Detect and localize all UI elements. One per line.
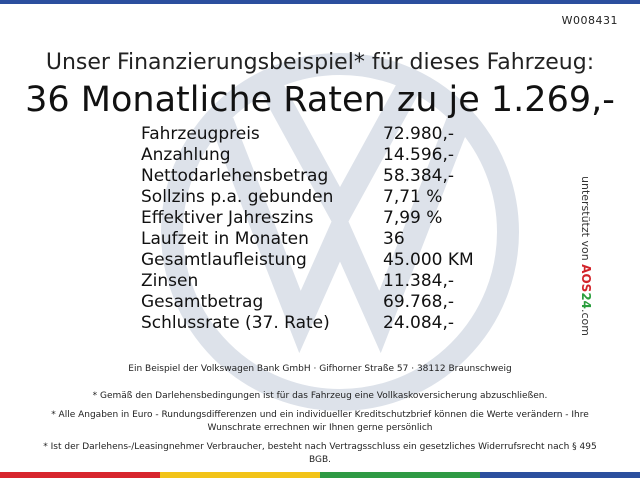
stripe-segment bbox=[160, 472, 320, 478]
table-row: Anzahlung 14.596,- bbox=[141, 145, 481, 166]
row-label: Gesamtbetrag bbox=[141, 292, 264, 312]
sponsor-logo-part: 24 bbox=[579, 292, 593, 310]
row-label: Fahrzeugpreis bbox=[141, 124, 260, 144]
bank-line: Ein Beispiel der Volkswagen Bank GmbH · … bbox=[128, 364, 512, 374]
table-row: Zinsen 11.384,- bbox=[141, 271, 481, 292]
sponsor-credit: unterstützt von AOS24.com bbox=[579, 176, 593, 376]
subheadline: Unser Finanzierungsbeispiel* für dieses … bbox=[45, 50, 595, 75]
table-row: Effektiver Jahreszins 7,99 % bbox=[141, 208, 481, 229]
footnote: * Ist der Darlehens-/Leasingnehmer Verbr… bbox=[43, 442, 597, 465]
footnote: * Alle Angaben in Euro - Rundungsdiffere… bbox=[51, 410, 589, 433]
row-value: 7,71 % bbox=[383, 187, 443, 207]
sponsor-logo-part: AOS bbox=[579, 264, 593, 293]
row-label: Anzahlung bbox=[141, 145, 231, 165]
row-value: 11.384,- bbox=[383, 271, 455, 291]
table-row: Gesamtbetrag 69.768,- bbox=[141, 292, 481, 313]
row-value: 36 bbox=[383, 229, 405, 249]
bottom-color-stripe bbox=[0, 472, 640, 478]
table-row: Fahrzeugpreis 72.980,- bbox=[141, 124, 481, 145]
row-value: 24.084,- bbox=[383, 313, 455, 333]
row-label: Zinsen bbox=[141, 271, 199, 291]
footnotes: * Gemäß den Darlehensbedingungen ist für… bbox=[40, 390, 600, 473]
top-accent-bar bbox=[0, 0, 640, 4]
row-label: Sollzins p.a. gebunden bbox=[141, 187, 334, 207]
row-label: Effektiver Jahreszins bbox=[141, 208, 314, 228]
footnote: * Gemäß den Darlehensbedingungen ist für… bbox=[92, 391, 548, 401]
table-row: Sollzins p.a. gebunden 7,71 % bbox=[141, 187, 481, 208]
row-value: 58.384,- bbox=[383, 166, 455, 186]
row-value: 72.980,- bbox=[383, 124, 455, 144]
row-value: 14.596,- bbox=[383, 145, 455, 165]
stripe-segment bbox=[480, 472, 640, 478]
sponsor-domain: .com bbox=[579, 309, 592, 337]
row-value: 7,99 % bbox=[383, 208, 443, 228]
row-label: Laufzeit in Monaten bbox=[141, 229, 309, 249]
row-label: Gesamtlaufleistung bbox=[141, 250, 307, 270]
stripe-segment bbox=[320, 472, 480, 478]
row-value: 69.768,- bbox=[383, 292, 455, 312]
table-row: Gesamtlaufleistung 45.000 KM bbox=[141, 250, 481, 271]
finance-table: Fahrzeugpreis 72.980,- Anzahlung 14.596,- … bbox=[141, 124, 481, 334]
table-row: Nettodarlehensbetrag 58.384,- bbox=[141, 166, 481, 187]
row-value: 45.000 KM bbox=[383, 250, 474, 270]
table-row: Schlussrate (37. Rate) 24.084,- bbox=[141, 313, 481, 334]
row-label: Schlussrate (37. Rate) bbox=[141, 313, 330, 333]
stripe-segment bbox=[0, 472, 160, 478]
listing-code: W008431 bbox=[561, 14, 618, 27]
row-label: Nettodarlehensbetrag bbox=[141, 166, 329, 186]
sponsor-credit-text: unterstützt von bbox=[579, 176, 592, 261]
vw-logo-watermark-icon bbox=[161, 53, 519, 411]
table-row: Laufzeit in Monaten 36 bbox=[141, 229, 481, 250]
sponsor-logo: AOS24 bbox=[579, 264, 593, 309]
headline-monthly-rate: 36 Monatliche Raten zu je 1.269,- bbox=[25, 80, 615, 120]
